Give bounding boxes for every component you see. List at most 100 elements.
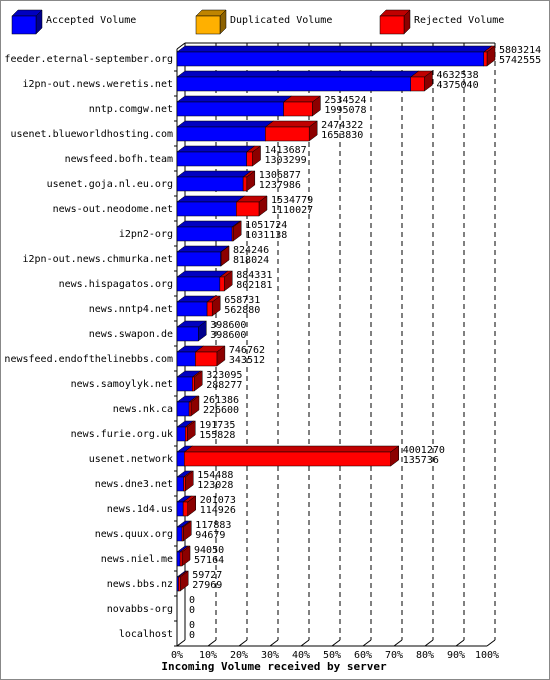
legend-label: Duplicated Volume [230, 15, 332, 26]
legend-label: Accepted Volume [46, 15, 136, 26]
bar-top [176, 145, 256, 153]
bar [176, 276, 221, 292]
y-tick-label: feeder.eternal-september.org [4, 54, 173, 65]
total-label: 824246 [233, 245, 269, 256]
bar [176, 526, 183, 542]
total-label: 191735 [199, 420, 235, 431]
total-label: 59727 [192, 570, 222, 581]
x-tick [455, 639, 465, 647]
total-label: 1534779 [271, 195, 313, 206]
bar [176, 401, 190, 417]
bar-top [183, 445, 400, 453]
bar-top [176, 195, 246, 203]
bar [176, 201, 237, 217]
accepted-label: 1653830 [321, 130, 363, 141]
bar [283, 101, 313, 117]
bar [176, 101, 284, 117]
bar [195, 351, 218, 367]
bar [242, 176, 248, 192]
y-tick-label: news.furie.org.uk [71, 429, 173, 440]
x-tick-label: 10% [199, 650, 217, 661]
y-tick-label: news.bbs.nz [107, 579, 173, 590]
bar [265, 126, 310, 142]
x-tick [486, 639, 496, 647]
x-tick-label: 80% [416, 650, 434, 661]
accepted-label: 1237986 [259, 180, 301, 191]
y-tick-label: i2pn-out.news.chmurka.net [22, 254, 173, 265]
y-tick-label: news.quux.org [95, 529, 173, 540]
total-label: 261386 [203, 395, 239, 406]
bar [176, 151, 247, 167]
bar [176, 551, 181, 567]
x-tick-label: 70% [385, 650, 403, 661]
total-label: 0 [189, 595, 195, 606]
y-tick-label: news.nk.ca [113, 404, 173, 415]
accepted-label: 562880 [224, 305, 260, 316]
total-label: 2534524 [324, 95, 366, 106]
x-tick [393, 639, 403, 647]
bar [206, 301, 213, 317]
bar [176, 326, 199, 342]
bar-top [176, 120, 275, 128]
x-tick-label: 60% [354, 650, 372, 661]
bar [236, 201, 260, 217]
total-label: 94050 [194, 545, 224, 556]
total-label: 323095 [206, 370, 242, 381]
bar [184, 451, 391, 467]
accepted-label: 1995078 [324, 105, 366, 116]
bar [183, 476, 186, 492]
accepted-label: 1303299 [265, 155, 307, 166]
accepted-label: 1031138 [245, 230, 287, 241]
y-tick-label: i2pn-out.news.weretis.net [22, 79, 173, 90]
accepted-label: 57164 [194, 555, 224, 566]
bar [176, 476, 184, 492]
accepted-label: 135736 [403, 455, 439, 466]
bar [176, 376, 193, 392]
bar [181, 526, 184, 542]
bar [231, 226, 234, 242]
x-tick [300, 639, 310, 647]
bar-top [176, 245, 230, 253]
x-tick-label: 0% [171, 650, 183, 661]
x-tick-label: 20% [230, 650, 248, 661]
y-tick-label: news.niel.me [101, 554, 173, 565]
y-tick-label: localhost [119, 629, 173, 640]
total-label: 201073 [200, 495, 236, 506]
accepted-label: 288277 [206, 380, 242, 391]
bar [176, 51, 485, 67]
y-tick-label: news.nntp4.net [89, 304, 173, 315]
y-tick-label: newsfeed.bofh.team [65, 154, 173, 165]
x-tick-label: 90% [447, 650, 465, 661]
y-tick-label: i2pn2-org [119, 229, 173, 240]
y-tick-label: news.1d4.us [107, 504, 173, 515]
bar [176, 76, 411, 92]
bar-top [176, 95, 293, 103]
bar [185, 426, 188, 442]
x-tick-label: 40% [292, 650, 310, 661]
accepted-label: 0 [189, 605, 195, 616]
total-label: 1306877 [259, 170, 301, 181]
legend-swatch [11, 15, 37, 35]
y-tick-label: news.samoylyk.net [71, 379, 173, 390]
bar [176, 501, 184, 517]
total-label: 398600 [210, 320, 246, 331]
accepted-label: 802181 [236, 280, 272, 291]
axis-line [176, 42, 186, 50]
bar-top [176, 70, 420, 78]
accepted-label: 114926 [200, 505, 236, 516]
accepted-label: 4375040 [436, 80, 478, 91]
bar [182, 501, 188, 517]
x-tick [424, 639, 434, 647]
bar [178, 576, 181, 592]
total-label: 117883 [195, 520, 231, 531]
y-tick-label: usenet.network [89, 454, 173, 465]
bar [246, 151, 253, 167]
bar [176, 451, 185, 467]
y-tick-label: news.swapon.de [89, 329, 173, 340]
x-axis-title: Incoming Volume received by server [161, 660, 387, 673]
bar-top [176, 270, 229, 278]
bar-top [176, 170, 252, 178]
x-tick [362, 639, 372, 647]
y-tick-label: usenet.blueworldhosting.com [10, 129, 173, 140]
total-label: 884331 [236, 270, 272, 281]
